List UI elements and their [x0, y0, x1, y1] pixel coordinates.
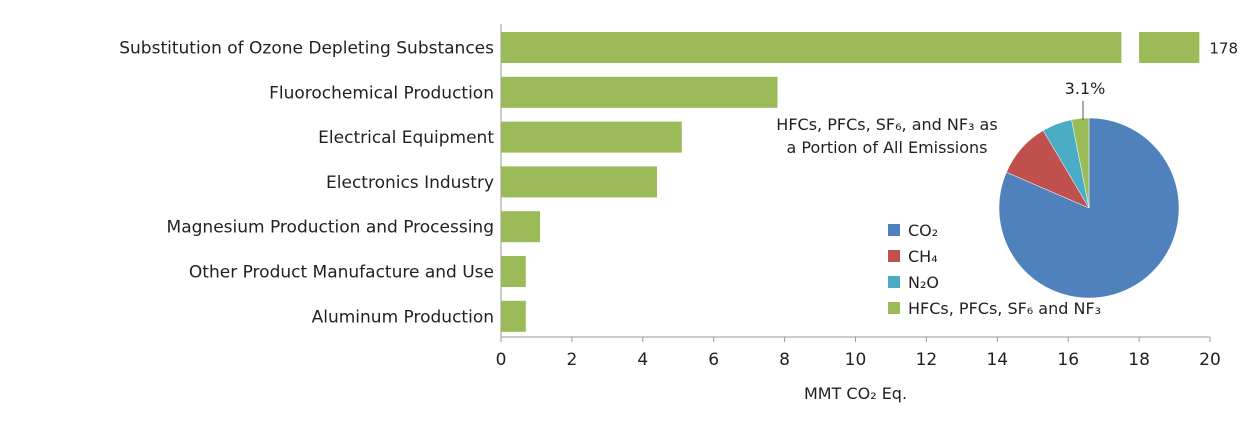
pie-title-line: a Portion of All Emissions	[786, 138, 987, 157]
value-label: 178	[1209, 40, 1238, 58]
legend-label: CO₂	[908, 221, 938, 240]
x-tick-label: 10	[845, 350, 867, 370]
x-tick-label: 18	[1128, 350, 1150, 370]
pie-chart: HFCs, PFCs, SF₆, and NF₃ as a Portion of …	[776, 79, 1180, 318]
legend-label: N₂O	[908, 273, 939, 292]
bar-chart: Substitution of Ozone Depleting Substanc…	[119, 24, 1238, 403]
bar	[501, 32, 1122, 63]
x-tick-label: 0	[496, 350, 507, 370]
bar	[501, 166, 657, 198]
legend-swatch	[888, 276, 900, 288]
category-label: Aluminum Production	[312, 307, 494, 327]
category-label: Electrical Equipment	[318, 128, 494, 148]
x-tick-label: 2	[566, 350, 577, 370]
legend-label: CH₄	[908, 247, 938, 266]
x-tick-label: 16	[1057, 350, 1079, 370]
x-tick-label: 12	[916, 350, 938, 370]
pie-slice	[1071, 117, 1090, 209]
category-label: Substitution of Ozone Depleting Substanc…	[119, 39, 494, 59]
x-tick-label: 20	[1199, 350, 1221, 370]
category-label: Other Product Manufacture and Use	[189, 263, 494, 283]
bar-break-segment	[1139, 32, 1200, 63]
bar	[501, 256, 526, 287]
category-label: Electronics Industry	[326, 173, 494, 193]
bar	[501, 121, 682, 153]
pie-annotation: 3.1%	[1065, 79, 1106, 98]
x-tick-label: 14	[986, 350, 1008, 370]
legend-label: HFCs, PFCs, SF₆ and NF₃	[908, 299, 1101, 318]
legend-swatch	[888, 250, 900, 262]
x-tick-label: 8	[779, 350, 790, 370]
bar	[501, 300, 526, 332]
x-axis-label: MMT CO₂ Eq.	[804, 384, 907, 403]
pie-title-line: HFCs, PFCs, SF₆, and NF₃ as	[776, 115, 997, 134]
legend-swatch	[888, 302, 900, 314]
bar	[501, 211, 540, 243]
x-tick-label: 4	[637, 350, 648, 370]
category-label: Fluorochemical Production	[269, 83, 494, 103]
legend-swatch	[888, 224, 900, 236]
category-label: Magnesium Production and Processing	[167, 218, 494, 238]
x-tick-label: 6	[708, 350, 719, 370]
bar	[501, 76, 778, 108]
